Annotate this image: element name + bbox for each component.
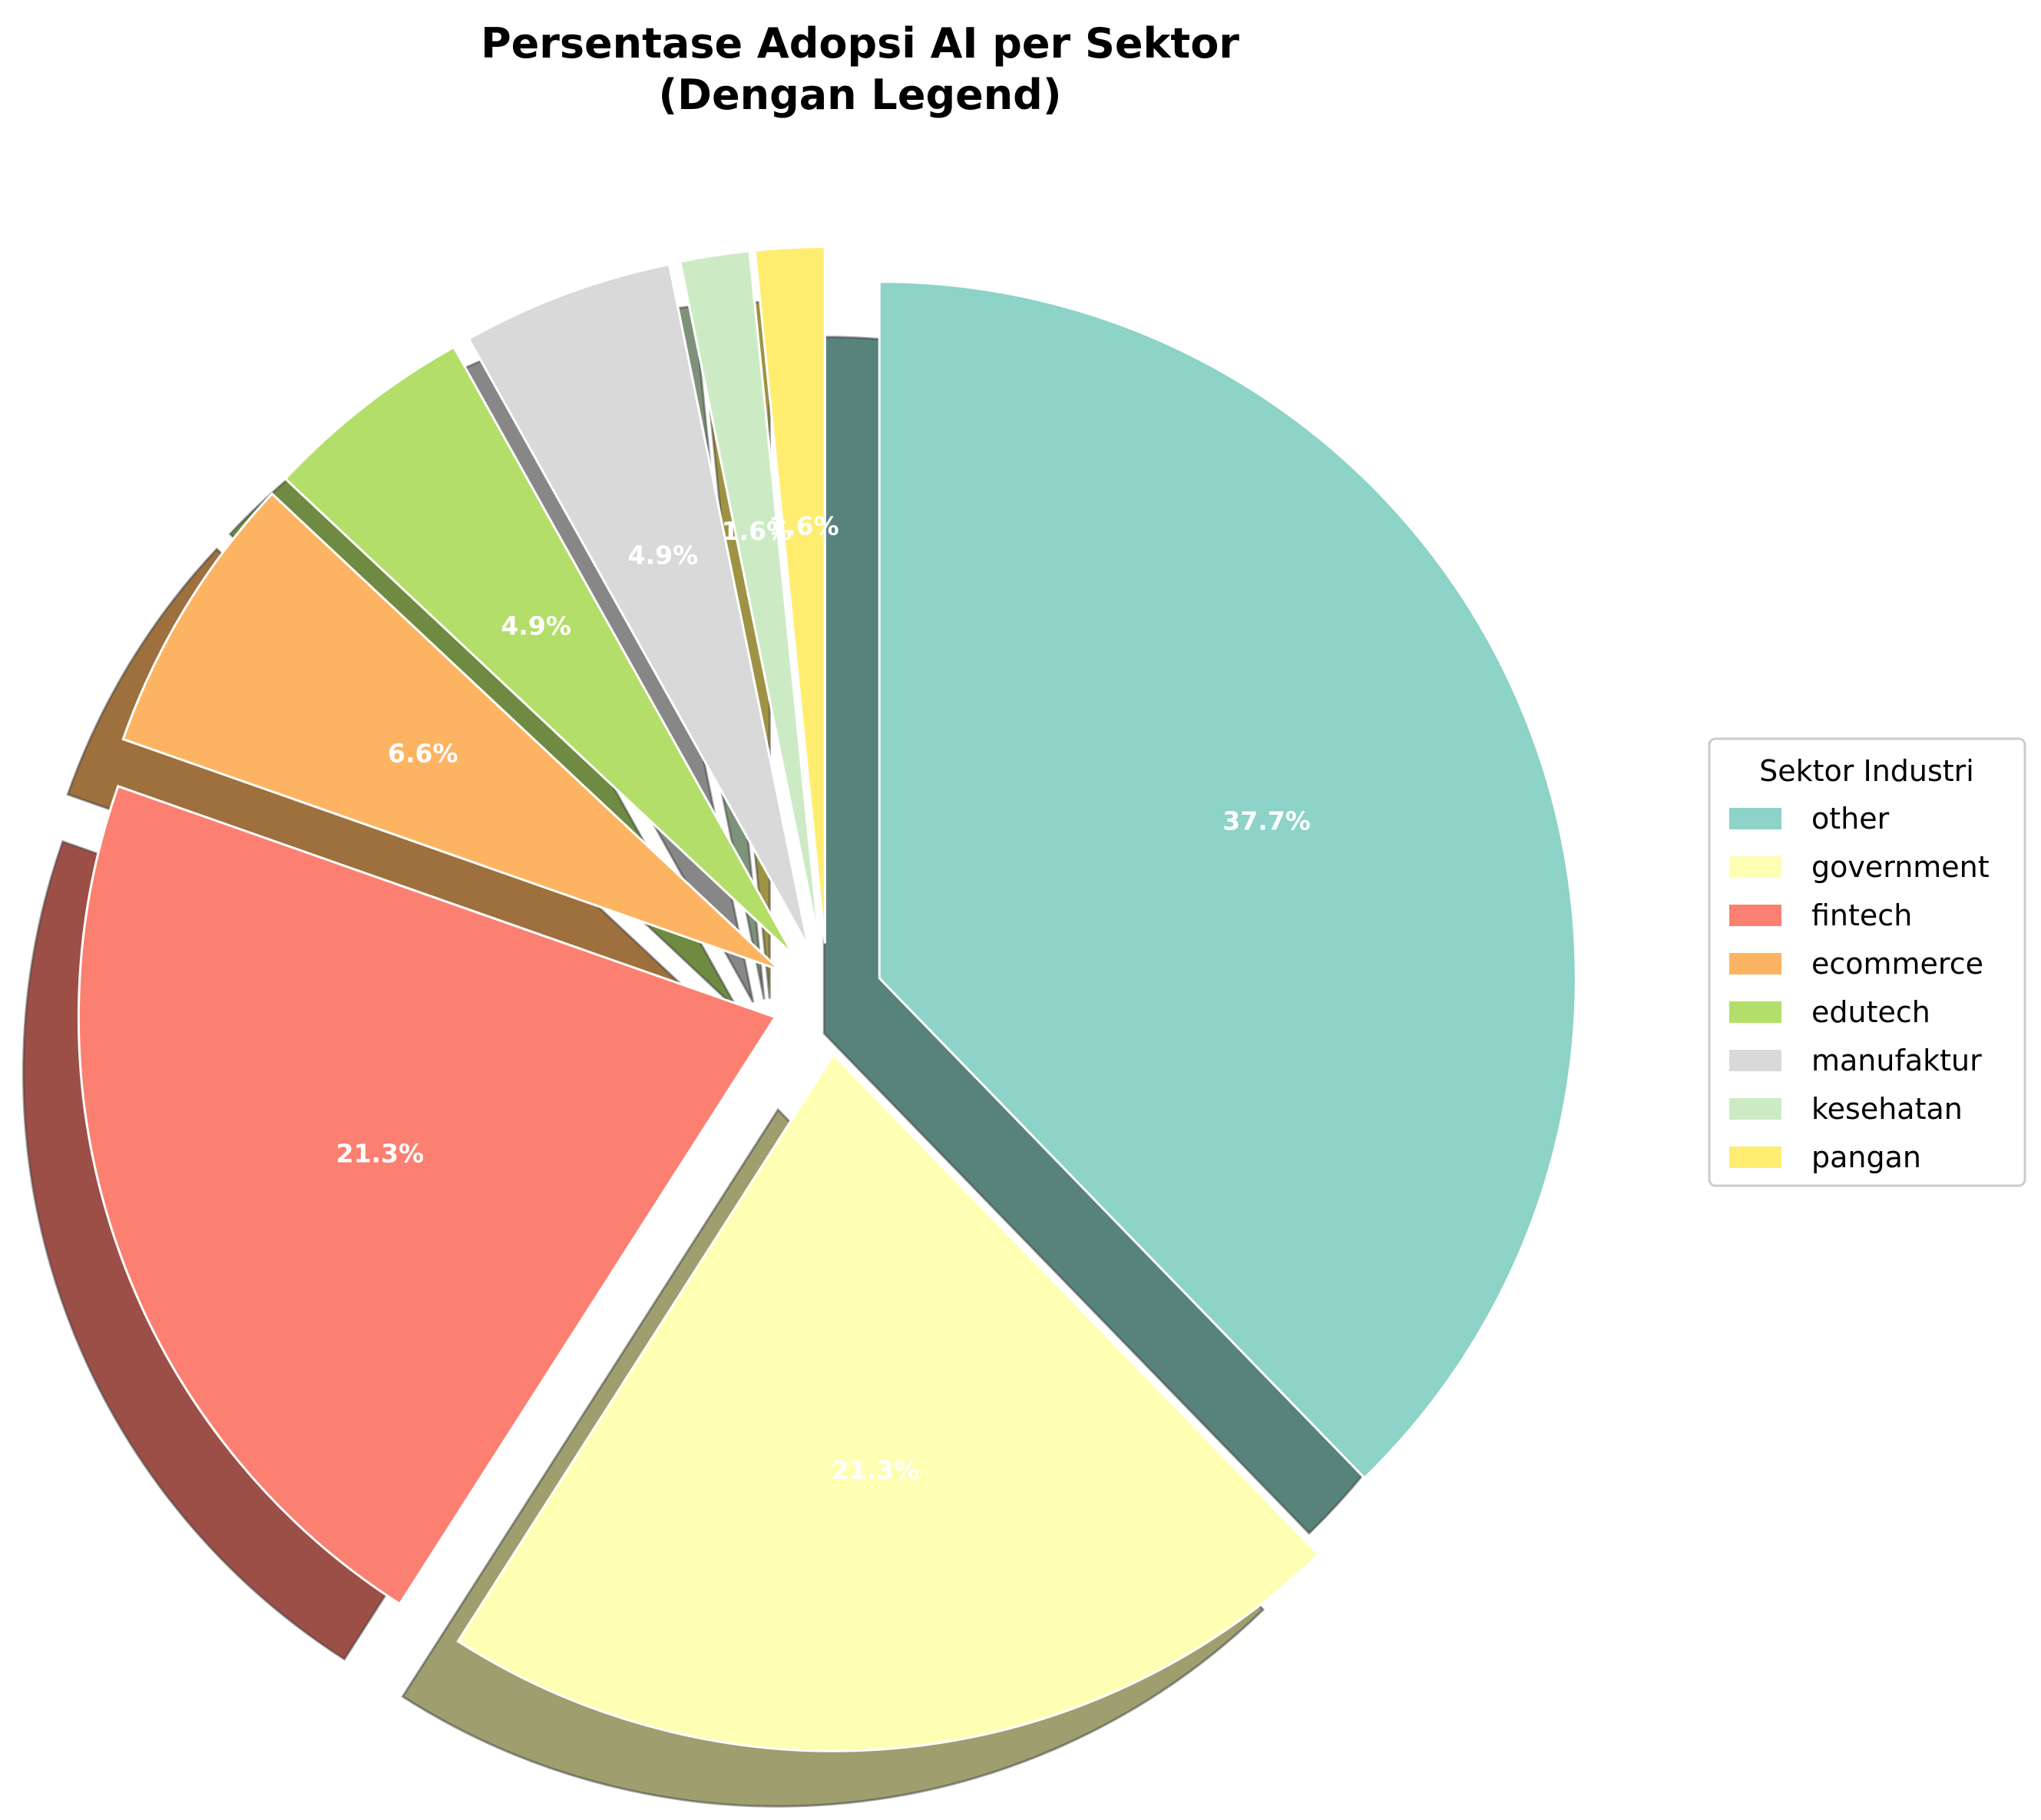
pie-slices xyxy=(77,246,1577,1752)
legend-swatch-other xyxy=(1729,808,1781,829)
legend-swatch-government xyxy=(1729,856,1781,878)
legend-label-government: government xyxy=(1811,850,1990,884)
legend: Sektor Industri other government fintech ec… xyxy=(1708,737,2026,1187)
legend-swatch-pangan xyxy=(1729,1147,1781,1168)
percent-label-ecommerce: 6.6% xyxy=(388,738,458,768)
slice-ecommerce xyxy=(121,491,781,971)
percent-label-edutech: 4.9% xyxy=(501,611,571,641)
slice-other xyxy=(878,280,1577,1480)
slice-government xyxy=(456,1052,1321,1752)
legend-label-manufaktur: manufaktur xyxy=(1811,1044,1982,1077)
legend-label-other: other xyxy=(1811,802,1890,836)
percent-label-government: 21.3% xyxy=(832,1455,920,1485)
slice-kesehatan xyxy=(679,250,821,945)
percent-label-manufaktur: 4.9% xyxy=(628,540,699,570)
chart-subtitle: (Dengan Legend) xyxy=(659,71,1062,119)
legend-swatch-fintech xyxy=(1729,905,1781,926)
legend-swatch-kesehatan xyxy=(1729,1098,1781,1120)
legend-label-pangan: pangan xyxy=(1811,1140,1921,1174)
legend-label-fintech: fintech xyxy=(1811,898,1912,932)
legend-items: other government fintech ecommerce edutech ma… xyxy=(1729,802,1990,1174)
chart-title: Persentase Adopsi AI per Sektor xyxy=(481,19,1239,68)
legend-frame xyxy=(1708,737,2026,1187)
legend-swatch-edutech xyxy=(1729,1001,1781,1023)
slice-edutech xyxy=(283,345,795,956)
legend-label-edutech: edutech xyxy=(1811,995,1930,1029)
legend-swatch-manufaktur xyxy=(1729,1050,1781,1071)
legend-swatch-ecommerce xyxy=(1729,953,1781,975)
slice-manufaktur xyxy=(467,263,810,948)
percent-label-kesehatan: 1.6% xyxy=(721,516,792,546)
legend-label-ecommerce: ecommerce xyxy=(1811,947,1983,981)
percent-label-fintech: 21.3% xyxy=(336,1138,425,1168)
slice-fintech xyxy=(77,784,777,1606)
percent-label-pangan: 1.6% xyxy=(769,511,839,541)
legend-label-kesehatan: kesehatan xyxy=(1811,1092,1963,1126)
percent-label-other: 37.7% xyxy=(1222,806,1311,836)
percent-labels: 37.7% 21.3% 21.3% 6.6% 4.9% 4.9% 1.6%1.6% xyxy=(336,511,1311,1486)
legend-title: Sektor Industri xyxy=(1759,754,1974,788)
slice-pangan xyxy=(753,246,826,944)
